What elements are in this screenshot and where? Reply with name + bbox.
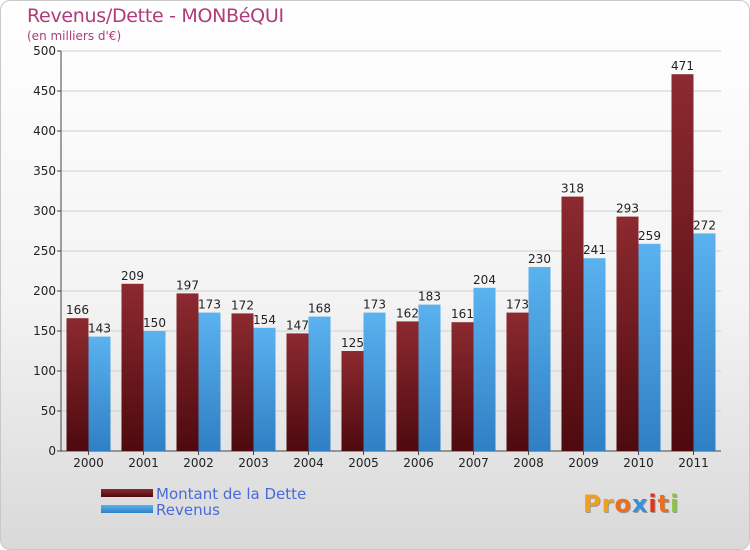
data-label-revenus-2000: 143 (88, 322, 111, 336)
logo-letter: i (648, 490, 658, 518)
bar-dette-2003 (231, 313, 254, 451)
proxiti-logo: Proxiti (583, 490, 679, 518)
bar-revenus-2004 (308, 316, 331, 451)
logo-letter: t (657, 490, 671, 518)
logo-letter: P (583, 490, 602, 518)
data-label-revenus-2006: 183 (418, 290, 441, 304)
y-tick-label: 150 (33, 324, 56, 338)
data-label-revenus-2010: 259 (638, 229, 661, 243)
data-label-dette-2005: 125 (341, 336, 364, 350)
bar-dette-2005 (341, 351, 364, 451)
x-tick-label-2004: 2004 (293, 456, 324, 470)
x-tick-label-2007: 2007 (458, 456, 489, 470)
x-tick-label-2010: 2010 (623, 456, 654, 470)
legend-swatch-revenus (101, 505, 153, 513)
data-label-revenus-2011: 272 (693, 218, 716, 232)
bar-revenus-2011 (693, 233, 716, 451)
data-label-dette-2001: 209 (121, 269, 144, 283)
x-tick-label-2003: 2003 (238, 456, 269, 470)
bar-dette-2009 (561, 196, 584, 451)
bar-revenus-2010 (638, 243, 661, 451)
y-tick-label: 500 (33, 44, 56, 58)
bar-revenus-2009 (583, 258, 606, 451)
logo-letter: i (670, 490, 680, 518)
bar-dette-2000 (66, 318, 89, 451)
data-label-revenus-2009: 241 (583, 243, 606, 257)
legend-swatch-dette (101, 489, 153, 497)
bar-dette-2008 (506, 312, 529, 451)
x-tick-label-2005: 2005 (348, 456, 379, 470)
bar-dette-2007 (451, 322, 474, 451)
data-label-dette-2006: 162 (396, 306, 419, 320)
legend-label-revenus: Revenus (156, 501, 220, 519)
data-label-dette-2007: 161 (451, 307, 474, 321)
data-label-dette-2011: 471 (671, 59, 694, 73)
data-label-revenus-2007: 204 (473, 273, 496, 287)
x-tick-label-2011: 2011 (678, 456, 709, 470)
bar-dette-2006 (396, 321, 419, 451)
y-tick-label: 200 (33, 284, 56, 298)
chart-title: Revenus/Dette - MONBéQUI (27, 5, 284, 27)
data-label-revenus-2001: 150 (143, 316, 166, 330)
x-tick-label-2000: 2000 (73, 456, 104, 470)
logo-letter: o (614, 490, 632, 518)
y-tick-label: 400 (33, 124, 56, 138)
bar-revenus-2006 (418, 304, 441, 451)
y-tick-label: 100 (33, 364, 56, 378)
data-label-dette-2008: 173 (506, 298, 529, 312)
x-tick-label-2008: 2008 (513, 456, 544, 470)
x-tick-label-2009: 2009 (568, 456, 599, 470)
y-tick-label: 450 (33, 84, 56, 98)
x-tick-label-2001: 2001 (128, 456, 159, 470)
bar-revenus-2005 (363, 312, 386, 451)
y-tick-label: 250 (33, 244, 56, 258)
data-label-revenus-2002: 173 (198, 298, 221, 312)
y-tick-label: 0 (48, 444, 56, 458)
data-label-dette-2002: 197 (176, 278, 199, 292)
bars (66, 74, 716, 451)
bar-dette-2011 (671, 74, 694, 451)
x-tick-label-2002: 2002 (183, 456, 214, 470)
y-tick-label: 50 (41, 404, 56, 418)
y-tick-label: 350 (33, 164, 56, 178)
data-label-dette-2004: 147 (286, 318, 309, 332)
bar-dette-2010 (616, 216, 639, 451)
bar-revenus-2001 (143, 331, 166, 451)
data-label-dette-2010: 293 (616, 202, 639, 216)
logo-letter: r (601, 490, 615, 518)
bar-revenus-2003 (253, 327, 276, 451)
legend-label-dette: Montant de la Dette (156, 485, 307, 503)
bar-dette-2002 (176, 293, 199, 451)
x-tick-label-2006: 2006 (403, 456, 434, 470)
data-label-revenus-2005: 173 (363, 298, 386, 312)
bar-revenus-2008 (528, 267, 551, 451)
logo-letter: x (631, 490, 649, 518)
data-label-dette-2009: 318 (561, 182, 584, 196)
bar-dette-2004 (286, 333, 309, 451)
bar-dette-2001 (121, 283, 144, 451)
axes: 0 50 100 150 200 250 300 350 400 450 500 2000 2001 20… (33, 44, 721, 470)
data-label-dette-2000: 166 (66, 303, 89, 317)
gridlines (61, 50, 721, 452)
data-label-revenus-2008: 230 (528, 252, 551, 266)
data-label-revenus-2003: 154 (253, 313, 276, 327)
data-label-dette-2003: 172 (231, 298, 254, 312)
y-tick-label: 300 (33, 204, 56, 218)
bar-revenus-2000 (88, 336, 111, 451)
data-label-revenus-2004: 168 (308, 302, 331, 316)
bar-revenus-2007 (473, 287, 496, 451)
chart-subtitle: (en milliers d'€) (27, 29, 122, 43)
bar-revenus-2002 (198, 312, 221, 451)
